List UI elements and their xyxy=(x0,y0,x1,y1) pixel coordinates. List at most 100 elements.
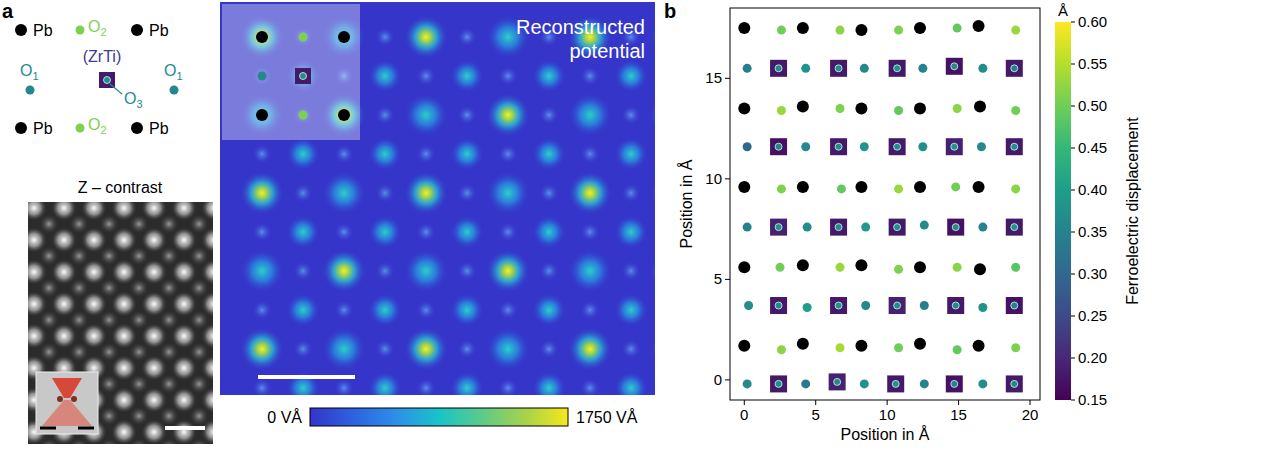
colorbar-tick-label: 0.15 xyxy=(1078,391,1107,408)
x-tick-label: 20 xyxy=(1022,406,1039,423)
scale-bar xyxy=(258,375,355,379)
site-marker xyxy=(738,340,750,352)
pb-column xyxy=(404,171,448,215)
y-tick-label: 5 xyxy=(714,270,722,287)
colorbar-tick xyxy=(1071,358,1075,359)
site-marker xyxy=(777,106,786,115)
atom-column xyxy=(201,355,213,381)
zrti-column xyxy=(368,59,402,93)
site-marker xyxy=(1011,184,1020,193)
x-tick xyxy=(958,400,959,405)
inset-pb xyxy=(256,31,268,43)
z-contrast-label: Z – contrast xyxy=(78,179,163,196)
oxygen-column xyxy=(416,66,436,86)
site-marker xyxy=(1011,224,1018,231)
probe-inset xyxy=(36,372,98,434)
colorbar-tick-label: 0.55 xyxy=(1078,55,1107,72)
label-sub: 2 xyxy=(100,124,106,136)
schematic-o3 xyxy=(104,77,111,84)
site-marker xyxy=(835,224,842,231)
site-marker xyxy=(1011,65,1018,72)
site-marker xyxy=(836,263,845,272)
oxygen-column xyxy=(580,378,600,395)
x-tick xyxy=(815,400,816,405)
zrti-column xyxy=(614,137,648,171)
site-marker xyxy=(914,103,926,115)
inset-pb xyxy=(338,109,350,121)
oxygen-column xyxy=(252,222,272,242)
title-line: Reconstructed xyxy=(516,16,645,38)
site-marker xyxy=(860,142,869,151)
x-tick xyxy=(744,400,745,405)
atom-column xyxy=(201,227,213,253)
oxygen-column xyxy=(539,105,559,125)
site-marker xyxy=(743,142,752,151)
site-marker xyxy=(1006,219,1023,236)
pb-column xyxy=(322,249,366,293)
pb-column xyxy=(404,15,448,59)
y-tick-label: 10 xyxy=(705,170,722,187)
oxygen-column xyxy=(375,105,395,125)
oxygen-column xyxy=(498,66,518,86)
pb-column xyxy=(404,327,448,371)
label-main: O xyxy=(88,116,100,133)
inset-zrti xyxy=(295,68,311,84)
oxygen-column xyxy=(457,261,477,281)
site-label: Pb xyxy=(33,22,53,39)
site-marker xyxy=(777,26,786,35)
schematic-pb xyxy=(15,122,27,134)
y-tick xyxy=(725,379,730,380)
y-axis-title: Position in Å xyxy=(677,159,695,248)
x-tick-label: 0 xyxy=(740,406,748,423)
zrti-column xyxy=(532,215,566,249)
site-label: O1 xyxy=(20,62,39,82)
site-marker xyxy=(836,104,845,113)
site-marker xyxy=(797,259,809,271)
site-marker xyxy=(894,265,903,274)
site-marker xyxy=(978,303,987,312)
site-marker xyxy=(801,379,810,388)
site-marker xyxy=(803,223,812,232)
panel-letter: a xyxy=(2,0,14,22)
site-marker xyxy=(830,138,847,155)
site-marker xyxy=(775,380,782,387)
pb-column xyxy=(568,171,612,215)
site-marker xyxy=(801,64,810,73)
site-marker xyxy=(738,103,750,115)
scatter-marks xyxy=(738,20,1023,392)
pb-column xyxy=(404,93,448,137)
scatter-cone xyxy=(42,400,92,426)
title-line: potential xyxy=(569,40,645,62)
site-marker xyxy=(1006,297,1023,314)
site-marker xyxy=(973,20,985,32)
site-marker xyxy=(889,297,906,314)
oxygen-column xyxy=(334,378,354,395)
site-marker xyxy=(914,22,926,34)
site-marker xyxy=(978,64,987,73)
oxygen-column xyxy=(621,339,641,359)
oxygen-column xyxy=(252,144,272,164)
colorbar-tick-label: 0.45 xyxy=(1078,139,1107,156)
site-marker xyxy=(1006,60,1023,77)
site-marker xyxy=(1011,380,1018,387)
label-sub: 1 xyxy=(176,70,182,82)
atom-column xyxy=(201,323,213,349)
oxygen-column xyxy=(375,339,395,359)
site-marker xyxy=(978,379,987,388)
schematic-o1 xyxy=(26,86,35,95)
pb-column xyxy=(650,249,655,293)
site-marker xyxy=(894,343,903,352)
colorbar-tick-label: 0.40 xyxy=(1078,181,1107,198)
site-label: Pb xyxy=(149,120,169,137)
pb-column xyxy=(486,327,530,371)
inset-o2 xyxy=(299,33,308,42)
zrti-column xyxy=(286,215,320,249)
site-marker xyxy=(855,24,867,36)
zrti-column xyxy=(450,215,484,249)
colorbar-tick-label: 0.50 xyxy=(1078,97,1107,114)
pb-column xyxy=(650,327,655,371)
colorbar-label: 1750 VÅ xyxy=(576,408,638,426)
site-marker xyxy=(887,375,904,392)
label-sub: 2 xyxy=(100,26,106,38)
oxygen-column xyxy=(457,183,477,203)
